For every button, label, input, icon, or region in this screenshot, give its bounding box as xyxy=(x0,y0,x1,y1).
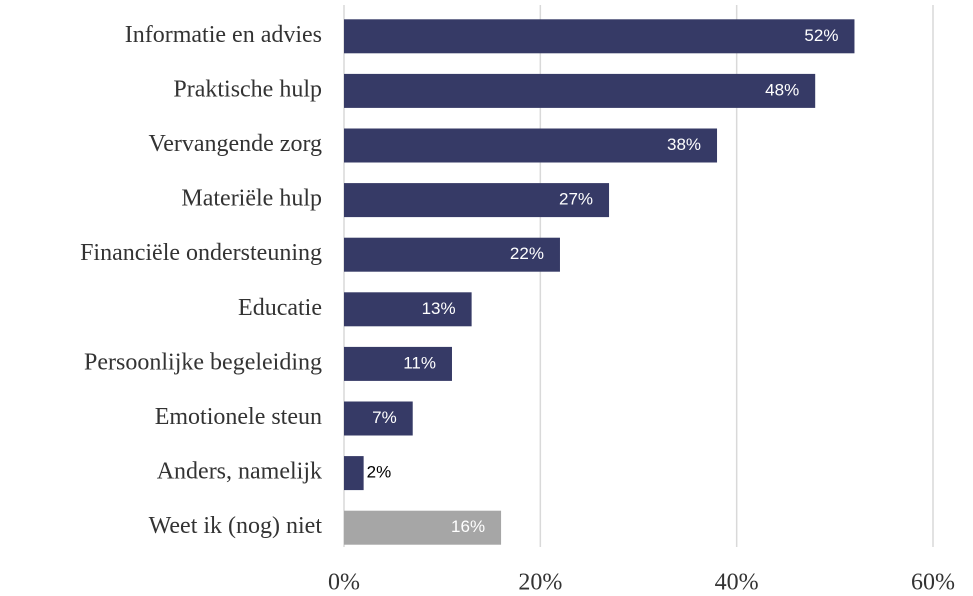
x-tick-label: 0% xyxy=(328,570,360,596)
y-tick-label: Materiële hulp xyxy=(181,186,322,212)
value-label: 48% xyxy=(765,80,799,99)
y-tick-label: Financiële ondersteuning xyxy=(80,240,322,266)
value-label: 13% xyxy=(422,299,456,318)
value-label: 22% xyxy=(510,244,544,263)
value-label: 16% xyxy=(451,517,485,536)
value-label: 27% xyxy=(559,190,593,209)
y-tick-label: Informatie en advies xyxy=(125,22,322,48)
value-label: 11% xyxy=(403,353,436,372)
bar xyxy=(344,510,502,545)
bar xyxy=(344,128,718,163)
value-label: 52% xyxy=(804,26,838,45)
x-tick-label: 60% xyxy=(911,570,955,596)
y-tick-label: Vervangende zorg xyxy=(149,131,322,157)
bar xyxy=(344,73,816,108)
bar xyxy=(344,183,610,218)
value-label: 2% xyxy=(367,463,392,482)
y-tick-label: Persoonlijke begeleiding xyxy=(84,349,322,375)
bar xyxy=(344,401,413,436)
bar xyxy=(344,292,472,327)
y-tick-label: Weet ik (nog) niet xyxy=(149,513,323,539)
y-tick-label: Educatie xyxy=(238,295,322,321)
y-tick-label: Praktische hulp xyxy=(173,76,322,102)
bar xyxy=(344,19,855,54)
bar xyxy=(344,237,560,272)
x-tick-label: 20% xyxy=(518,570,562,596)
bar xyxy=(344,346,452,381)
bar xyxy=(344,456,364,491)
y-tick-label: Emotionele steun xyxy=(155,404,322,430)
value-label: 7% xyxy=(372,408,397,427)
x-tick-label: 40% xyxy=(715,570,759,596)
value-label: 38% xyxy=(667,135,701,154)
y-tick-label: Anders, namelijk xyxy=(157,459,322,485)
